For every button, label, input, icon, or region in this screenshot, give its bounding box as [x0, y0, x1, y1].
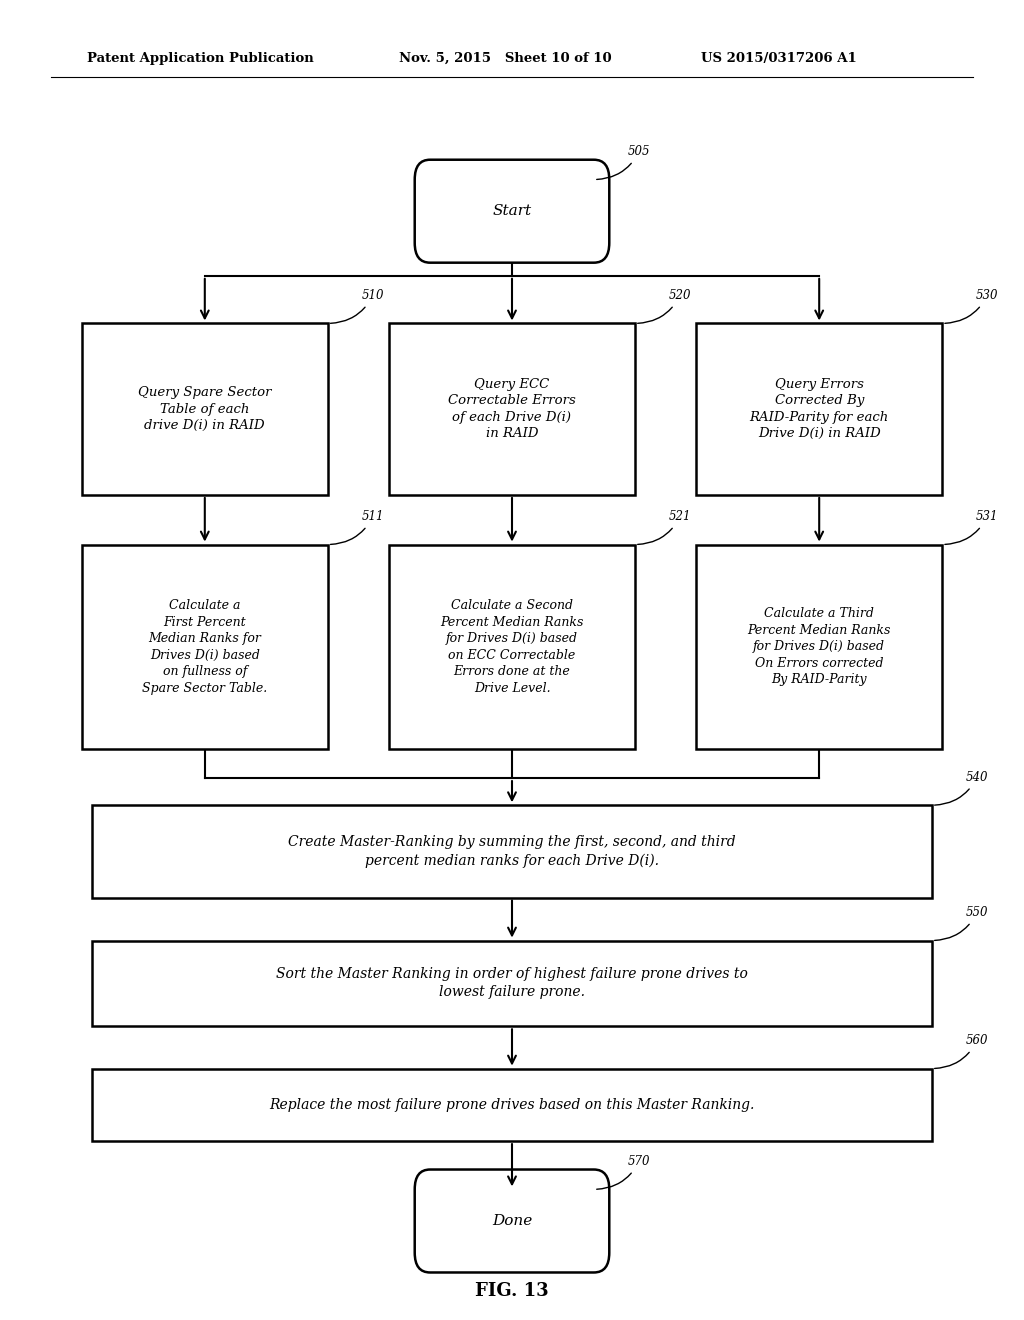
- Text: Sort the Master Ranking in order of highest failure prone drives to
lowest failu: Sort the Master Ranking in order of high…: [276, 968, 748, 999]
- Text: US 2015/0317206 A1: US 2015/0317206 A1: [701, 51, 857, 65]
- Text: Query Errors
Corrected By
RAID-Parity for each
Drive D(i) in RAID: Query Errors Corrected By RAID-Parity fo…: [750, 378, 889, 441]
- Text: 550: 550: [935, 907, 988, 940]
- Bar: [389, 323, 635, 495]
- Text: 510: 510: [331, 289, 384, 323]
- Text: Query ECC
Correctable Errors
of each Drive D(i)
in RAID: Query ECC Correctable Errors of each Dri…: [449, 378, 575, 441]
- Bar: [82, 544, 328, 750]
- Text: Create Master-Ranking by summing the first, second, and third
percent median ran: Create Master-Ranking by summing the fir…: [288, 836, 736, 867]
- Text: 521: 521: [638, 511, 691, 544]
- Text: Query Spare Sector
Table of each
drive D(i) in RAID: Query Spare Sector Table of each drive D…: [138, 387, 271, 432]
- FancyBboxPatch shape: [415, 160, 609, 263]
- Text: 530: 530: [945, 289, 998, 323]
- Bar: [82, 323, 328, 495]
- Text: Start: Start: [493, 205, 531, 218]
- Text: Calculate a Second
Percent Median Ranks
for Drives D(i) based
on ECC Correctable: Calculate a Second Percent Median Ranks …: [440, 599, 584, 694]
- Bar: [92, 1069, 932, 1140]
- Text: 531: 531: [945, 511, 998, 544]
- Text: Calculate a
First Percent
Median Ranks for
Drives D(i) based
on fullness of
Spar: Calculate a First Percent Median Ranks f…: [142, 599, 267, 694]
- Bar: [92, 805, 932, 898]
- Text: Calculate a Third
Percent Median Ranks
for Drives D(i) based
On Errors corrected: Calculate a Third Percent Median Ranks f…: [748, 607, 891, 686]
- Text: 540: 540: [935, 771, 988, 805]
- Text: 511: 511: [331, 511, 384, 544]
- Bar: [696, 323, 942, 495]
- Text: Replace the most failure prone drives based on this Master Ranking.: Replace the most failure prone drives ba…: [269, 1098, 755, 1111]
- Text: 560: 560: [935, 1035, 988, 1068]
- Bar: [389, 544, 635, 750]
- Text: Nov. 5, 2015   Sheet 10 of 10: Nov. 5, 2015 Sheet 10 of 10: [399, 51, 612, 65]
- FancyBboxPatch shape: [415, 1170, 609, 1272]
- Bar: [92, 940, 932, 1027]
- Bar: [696, 544, 942, 750]
- Text: Done: Done: [492, 1214, 532, 1228]
- Text: 505: 505: [597, 145, 650, 180]
- Text: Patent Application Publication: Patent Application Publication: [87, 51, 313, 65]
- Text: 570: 570: [597, 1155, 650, 1189]
- Text: FIG. 13: FIG. 13: [475, 1282, 549, 1300]
- Text: 520: 520: [638, 289, 691, 323]
